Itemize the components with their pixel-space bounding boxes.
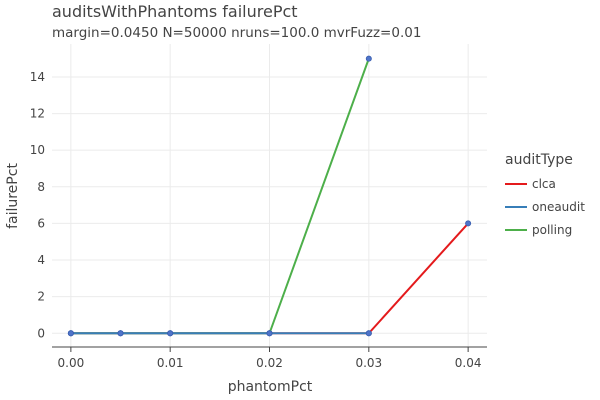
data-point-oneaudit [266,330,273,337]
legend: auditType clca oneaudit polling [505,152,585,237]
y-tick-label: 4 [37,253,45,267]
data-point-oneaudit [117,330,124,337]
legend-label-oneaudit: oneaudit [532,200,585,214]
data-point-oneaudit [67,330,74,337]
series-line-polling [70,58,370,335]
legend-title: auditType [505,152,573,168]
data-point-oneaudit [167,330,174,337]
plot-grid [52,44,487,347]
data-point-polling [365,55,372,62]
x-axis-label: phantomPct [228,379,313,395]
y-tick-label: 14 [30,70,45,84]
y-tick-label: 8 [37,180,45,194]
y-axis-ticks: 0 2 4 6 8 10 12 14 [30,70,45,340]
legend-label-clca: clca [532,177,556,191]
x-axis-ticks: 0.00 0.01 0.02 0.03 0.04 [58,347,482,370]
x-tick-label: 0.01 [157,356,184,370]
chart-subtitle: margin=0.0450 N=50000 nruns=100.0 mvrFuz… [52,25,421,41]
y-tick-label: 12 [30,107,45,121]
series-markers [67,55,472,337]
y-tick-label: 10 [30,143,45,157]
x-tick-label: 0.03 [355,356,382,370]
data-point-clca [465,220,472,227]
x-tick-label: 0.02 [256,356,283,370]
x-tick-label: 0.04 [455,356,482,370]
data-point-oneaudit [365,330,372,337]
y-tick-label: 6 [37,216,45,230]
y-axis-label: failurePct [5,163,21,229]
y-tick-label: 0 [37,326,45,340]
chart-title: auditsWithPhantoms failurePct [52,2,298,21]
legend-label-polling: polling [532,223,572,237]
x-tick-label: 0.00 [58,356,85,370]
y-tick-label: 2 [37,290,45,304]
